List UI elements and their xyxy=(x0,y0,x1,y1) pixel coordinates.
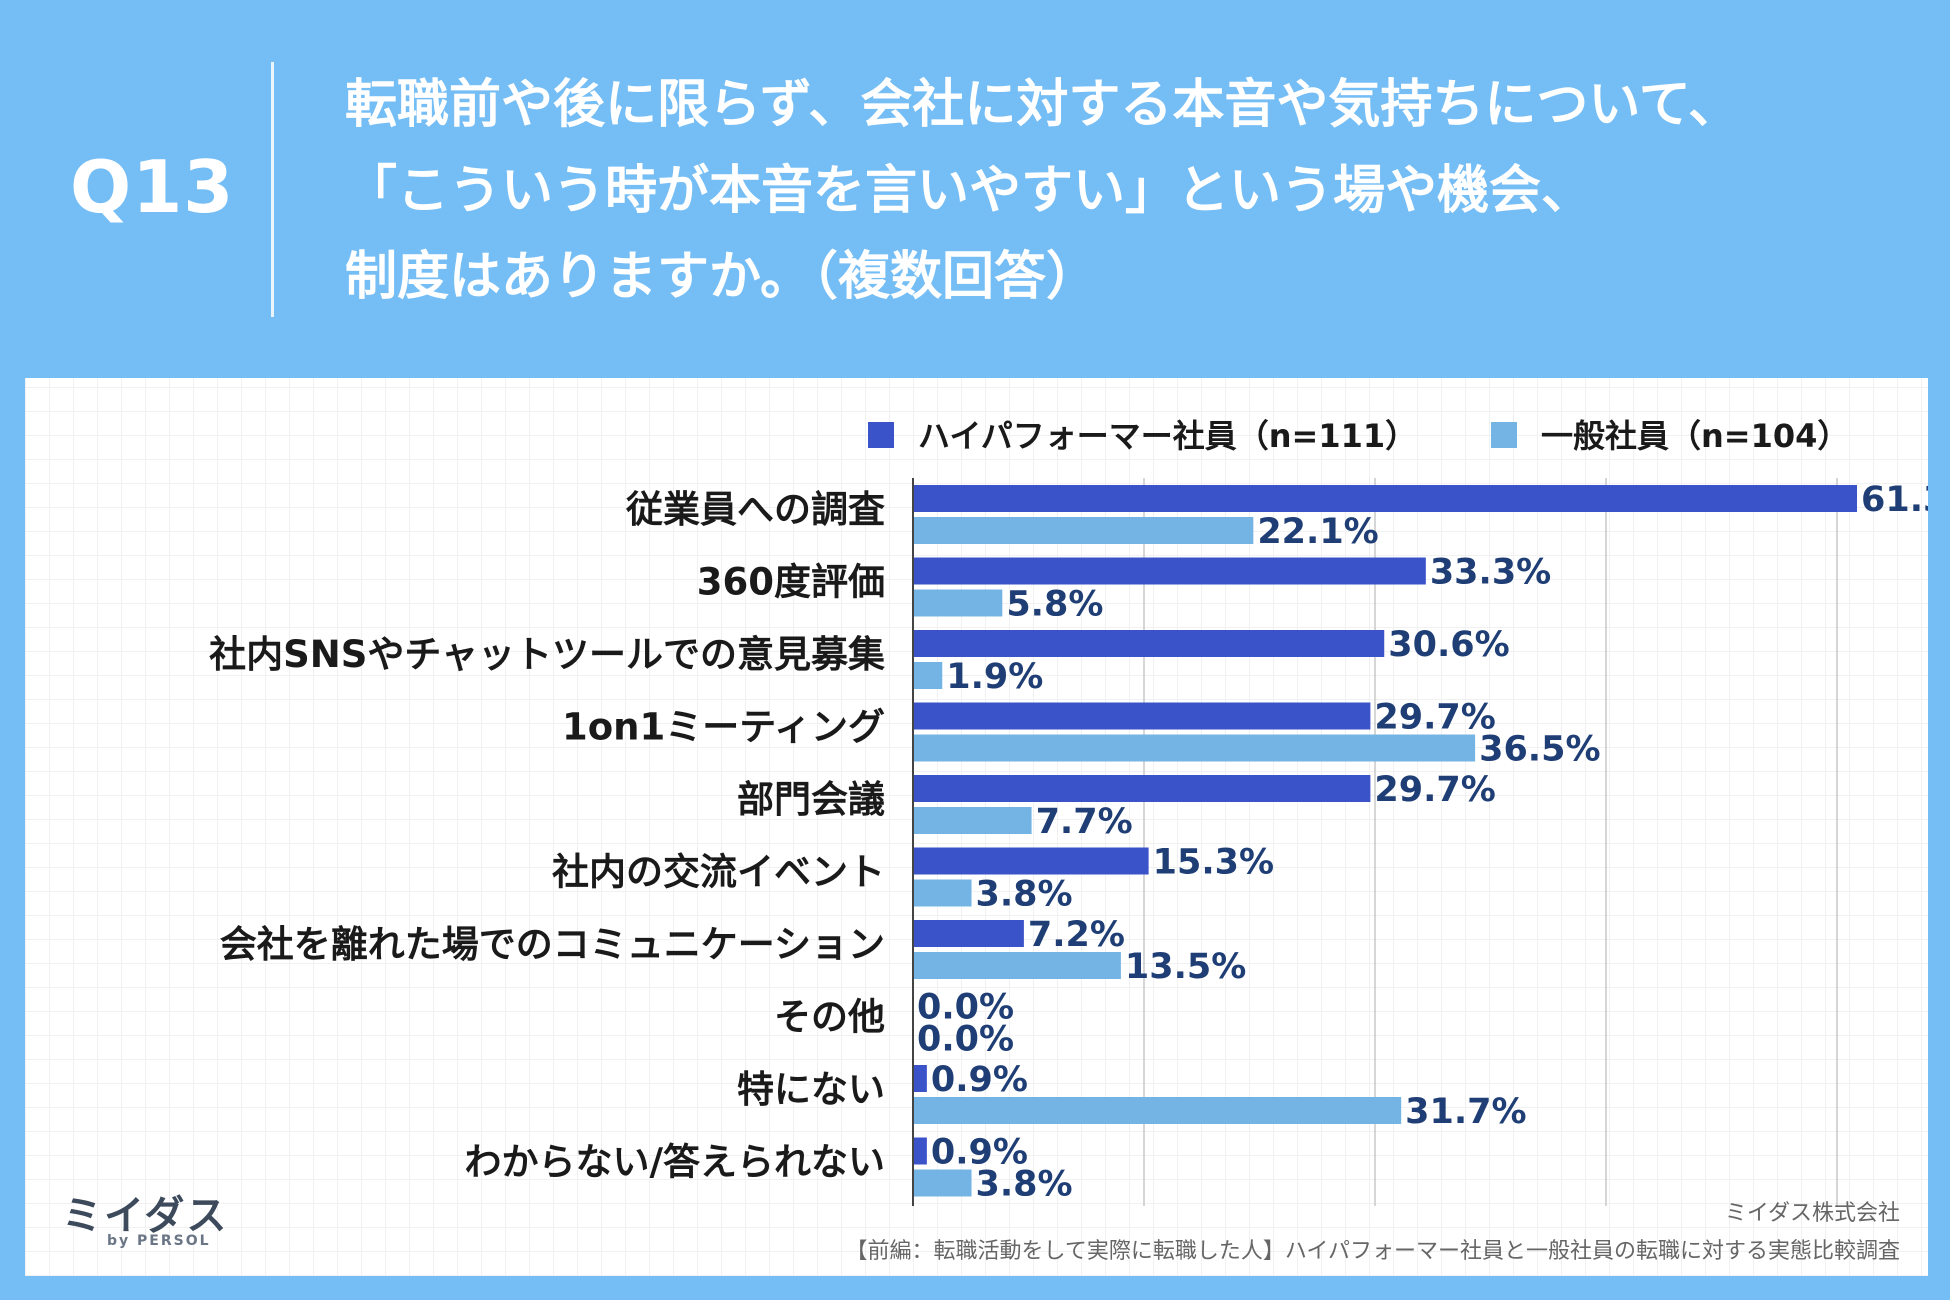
legend-label-high-performer: ハイパフォーマー社員（n=111） xyxy=(918,417,1417,455)
bar-chart: 従業員への調査 61.3% 22.1% 360度評価 33.3% 5.8% 社内SNSやチャ… xyxy=(209,417,1928,1206)
bar-general-8 xyxy=(913,1097,1402,1124)
question-title: 転職前や後に限らず、会社に対する本音や気持ちについて、 「こういう時が本音を言い… xyxy=(345,62,1925,320)
bar-high-performer-9 xyxy=(913,1137,927,1165)
company-name: ミイダス株式会社 xyxy=(1724,1201,1900,1226)
value-label-general-5: 3.8% xyxy=(976,875,1073,915)
category-label-0: 従業員への調査 xyxy=(625,488,885,531)
bar-general-2 xyxy=(913,662,943,689)
value-label-high-performer-7: 0.0% xyxy=(917,988,1014,1028)
value-label-high-performer-3: 29.7% xyxy=(1374,698,1495,738)
value-label-high-performer-6: 7.2% xyxy=(1028,915,1125,955)
value-label-high-performer-5: 15.3% xyxy=(1153,843,1274,883)
bar-general-9 xyxy=(913,1169,972,1197)
bar-high-performer-3 xyxy=(913,702,1371,730)
value-label-general-9: 3.8% xyxy=(976,1165,1073,1205)
value-label-high-performer-8: 0.9% xyxy=(931,1060,1028,1100)
value-label-high-performer-0: 61.3% xyxy=(1861,480,1928,520)
miidas-logo: ミイダス by PERSOL xyxy=(62,1183,302,1253)
bar-high-performer-5 xyxy=(913,847,1149,875)
bar-general-4 xyxy=(913,807,1032,834)
category-label-1: 360度評価 xyxy=(697,561,885,604)
logo-sub: by PERSOL xyxy=(107,1233,211,1249)
bar-high-performer-4 xyxy=(913,775,1371,802)
value-label-general-7: 0.0% xyxy=(917,1020,1014,1060)
value-label-high-performer-1: 33.3% xyxy=(1430,553,1551,593)
bar-general-0 xyxy=(913,517,1254,544)
bar-general-1 xyxy=(913,589,1003,617)
bar-general-3 xyxy=(913,734,1476,762)
bar-general-5 xyxy=(913,879,972,907)
category-label-5: 社内の交流イベント xyxy=(552,851,885,894)
category-label-8: 特にない xyxy=(737,1068,885,1111)
value-label-general-1: 5.8% xyxy=(1006,585,1103,625)
header: Q13 転職前や後に限らず、会社に対する本音や気持ちについて、 「こういう時が本… xyxy=(0,0,1950,375)
value-label-general-3: 36.5% xyxy=(1479,730,1600,770)
legend-swatch-high-performer xyxy=(868,422,894,448)
question-title-line-2: 「こういう時が本音を言いやすい」という場や機会、 xyxy=(345,161,1594,221)
category-label-6: 会社を離れた場でのコミュニケーション xyxy=(220,923,885,966)
category-label-4: 部門会議 xyxy=(737,778,885,821)
category-label-2: 社内SNSやチャットツールでの意見募集 xyxy=(209,633,885,676)
value-label-high-performer-9: 0.9% xyxy=(931,1133,1028,1173)
value-label-general-8: 31.7% xyxy=(1405,1092,1526,1132)
legend-label-general: 一般社員（n=104） xyxy=(1541,417,1849,455)
bar-high-performer-0 xyxy=(913,485,1858,512)
logo-wordmark: ミイダス xyxy=(62,1193,229,1239)
question-title-line-1: 転職前や後に限らず、会社に対する本音や気持ちについて、 xyxy=(345,75,1741,135)
bar-high-performer-6 xyxy=(913,920,1024,947)
category-label-3: 1on1ミーティング xyxy=(562,706,885,749)
value-label-general-6: 13.5% xyxy=(1125,947,1246,987)
bar-high-performer-2 xyxy=(913,630,1385,657)
value-label-general-2: 1.9% xyxy=(946,657,1043,697)
header-divider xyxy=(271,62,274,317)
value-label-general-0: 22.1% xyxy=(1257,512,1378,552)
bar-general-6 xyxy=(913,952,1121,979)
question-title-line-3: 制度はありますか。（複数回答） xyxy=(345,247,1098,307)
category-label-9: わからない/答えられない xyxy=(464,1141,885,1184)
value-label-general-4: 7.7% xyxy=(1036,802,1133,842)
chart-card: 従業員への調査 61.3% 22.1% 360度評価 33.3% 5.8% 社内SNSやチャ… xyxy=(25,378,1928,1276)
survey-title: 【前編：転職活動をして実際に転職した人】ハイパフォーマー社員と一般社員の転職に対… xyxy=(845,1239,1900,1264)
question-number: Q13 xyxy=(70,145,235,229)
bar-high-performer-1 xyxy=(913,557,1426,585)
value-label-high-performer-4: 29.7% xyxy=(1374,770,1495,810)
category-label-7: その他 xyxy=(774,996,885,1039)
bar-high-performer-8 xyxy=(913,1065,927,1092)
legend-swatch-general xyxy=(1491,422,1517,448)
value-label-high-performer-2: 30.6% xyxy=(1388,625,1509,665)
